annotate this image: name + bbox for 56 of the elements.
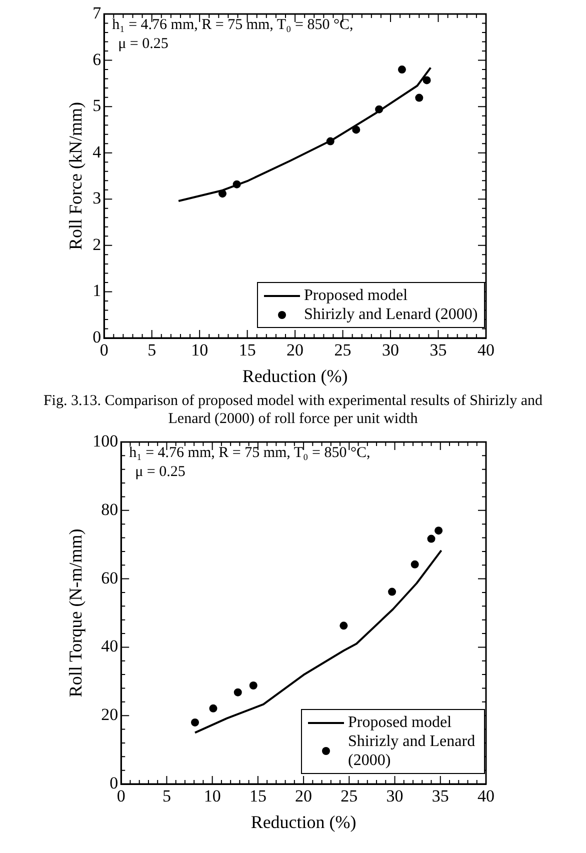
point [422,76,431,84]
point [427,534,436,543]
x-tick-label: 30 [382,340,400,360]
point [434,526,443,535]
point [340,622,348,630]
y-axis-title: Roll Torque (N-m/mm) [66,528,86,698]
legend-label: Proposed model [304,286,408,305]
legend-label: Shirizly and Lenard (2000) [348,732,476,770]
x-tick-label: 40 [478,786,494,806]
y-tick-label: 40 [101,636,118,656]
annotation: μ = 0.25 [118,36,168,53]
point [234,688,242,696]
x-tick-label: 15 [249,786,266,806]
x-tick-label: 10 [191,340,208,360]
y-tick-label: 0 [110,773,118,792]
y-tick-label: 5 [92,96,102,116]
x-tick-label: 20 [295,786,312,806]
y-tick-label: 100 [92,431,118,450]
x-tick-label: 35 [430,340,447,360]
point [388,588,396,596]
y-tick-label: 2 [92,234,102,254]
x-axis-title: Reduction (%) [242,366,348,386]
x-tick-label: 25 [334,340,352,360]
x-tick-label: 10 [204,786,221,806]
point [190,718,199,726]
annotation: h₁ = 4.76 mm, R = 75 mm, T₀ = 850 °C, [112,17,354,34]
y-tick-label: 3 [92,188,102,208]
y-tick-label: 1 [92,281,102,300]
point [249,682,258,690]
x-tick-label: 35 [432,786,449,806]
point [398,66,406,74]
point [209,704,218,712]
text: Fig. 3.13. Comparison of proposed model with experimental results of Shirizly and Lenard (2000) of roll force per unit width [43,392,543,428]
x-axis-title: Reduction (%) [250,812,356,832]
point [410,560,419,568]
x-tick-label: 40 [478,340,494,360]
legend-label: Proposed model [348,713,452,732]
y-tick-label: 60 [101,568,118,588]
annotation: μ = 0.25 [135,464,186,481]
x-tick-label: 5 [162,786,171,806]
x-tick-label: 15 [238,340,256,360]
y-tick-label: 80 [101,500,118,519]
x-tick-label: 20 [286,340,304,360]
point [352,126,360,134]
annotation: h₁ = 4.76 mm, R = 75 mm, T₀ = 850 °C, [129,445,370,462]
y-tick-label: 0 [92,327,102,346]
legend-label: Shirizly and Lenard (2000) [304,305,478,324]
y-tick-label: 6 [92,50,102,69]
y-axis-title: Roll Force (kN/mm) [66,102,86,250]
y-tick-label: 4 [92,142,102,162]
y-tick-label: 20 [101,705,118,724]
y-tick-label: 7 [92,3,102,22]
point [415,94,424,102]
x-tick-label: 30 [386,786,404,806]
x-tick-label: 25 [340,786,358,806]
x-tick-label: 5 [148,340,156,360]
